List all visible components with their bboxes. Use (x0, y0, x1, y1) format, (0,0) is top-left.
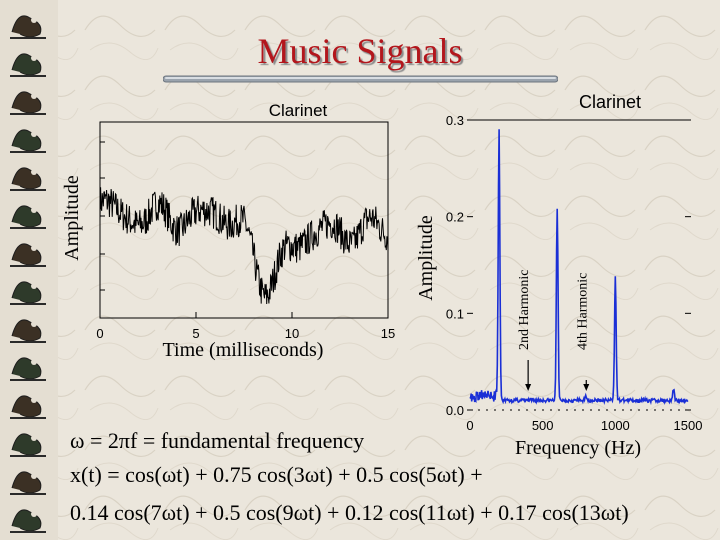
time-chart-title: Clarinet (269, 101, 328, 120)
harmonic-annotation-label: 4th Harmonic (575, 273, 590, 350)
freq-x-tick-label: 1000 (601, 418, 630, 433)
hieroglyph-icon (10, 53, 46, 77)
hieroglyph-icon (10, 281, 46, 305)
hieroglyph-border (0, 0, 58, 540)
freq-y-tick-label: 0.3 (446, 113, 464, 128)
hieroglyph-icon (10, 509, 46, 533)
hieroglyph-icon (10, 205, 46, 229)
hieroglyph-icon (10, 433, 46, 457)
equation-signal-line2: 0.14 cos(7ωt) + 0.5 cos(9ωt) + 0.12 cos(… (70, 500, 629, 525)
harmonic-arrowhead (583, 384, 590, 391)
hieroglyph-icon (10, 15, 46, 39)
freq-y-tick-label: 0.2 (446, 210, 464, 225)
hieroglyph-icon (10, 167, 46, 191)
equation-fundamental: ω = 2πf = fundamental frequency (70, 428, 365, 453)
hieroglyph-icon (10, 243, 46, 267)
harmonic-arrowhead (525, 384, 532, 391)
hieroglyph-icon (10, 357, 46, 381)
slide-title: Music Signals (257, 31, 463, 71)
title-divider (163, 75, 558, 83)
time-chart-ylabel: Amplitude (61, 175, 83, 261)
hieroglyph-icon (10, 319, 46, 343)
freq-chart-ylabel: Amplitude (415, 215, 437, 301)
time-x-tick-label: 5 (192, 326, 199, 341)
freq-chart-xlabel: Frequency (Hz) (515, 437, 641, 459)
time-x-tick-label: 15 (381, 326, 395, 341)
time-plot-frame (99, 121, 389, 319)
time-x-tick-label: 10 (285, 326, 299, 341)
time-chart-xlabel: Time (milliseconds) (163, 339, 324, 361)
frequency-spectrum-chart: Clarinet Amplitude 0.0 0.1 0.2 0.3 0 500 1000 1… (415, 92, 703, 459)
time-domain-chart: Clarinet Amplitude 0 5 10 15 Time (millisec… (61, 101, 395, 361)
time-signal-line (99, 187, 389, 305)
hieroglyph-icon (10, 129, 46, 153)
hieroglyph-icon (10, 91, 46, 115)
freq-y-tick-label: 0.0 (446, 403, 464, 418)
freq-chart-title: Clarinet (579, 92, 641, 112)
harmonic-annotation-label: 2nd Harmonic (517, 270, 532, 350)
equation-signal-line1: x(t) = cos(ωt) + 0.75 cos(3ωt) + 0.5 cos… (70, 462, 483, 487)
freq-y-tick-label: 0.1 (446, 306, 464, 321)
hieroglyph-icon (10, 471, 46, 495)
hieroglyph-icon (10, 395, 46, 419)
time-x-tick-label: 0 (96, 326, 103, 341)
freq-x-tick-label: 500 (532, 418, 554, 433)
freq-x-tick-label: 1500 (674, 418, 703, 433)
spectrum-line (469, 129, 689, 406)
freq-x-tick-label: 0 (466, 418, 473, 433)
